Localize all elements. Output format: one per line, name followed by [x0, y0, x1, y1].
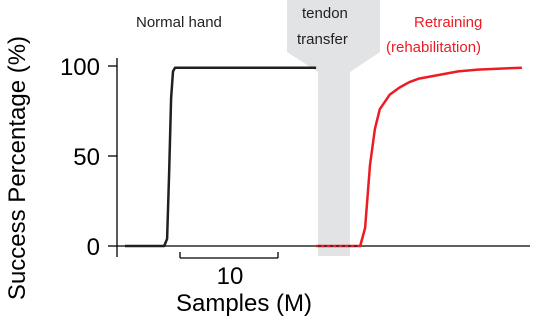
- tendon-label: tendon: [302, 5, 348, 22]
- normal-hand-line: [125, 66, 317, 248]
- transfer-label: transfer: [297, 31, 348, 48]
- y-tick-label-100: 100: [60, 54, 100, 81]
- tendon-transfer-band: [287, 0, 380, 256]
- y-tick-label-0: 0: [87, 234, 100, 261]
- scale-bar-label: 10: [217, 263, 244, 290]
- series-layer: [125, 66, 522, 248]
- normal-hand-label: Normal hand: [136, 14, 222, 31]
- rehabilitation-label: (rehabilitation): [386, 39, 481, 56]
- retraining-line: [316, 66, 522, 248]
- retraining-label: Retraining: [414, 14, 482, 31]
- y-axis-label: Success Percentage (%): [4, 36, 31, 300]
- x-axis-label: Samples (M): [176, 290, 312, 317]
- y-tick-label-50: 50: [73, 144, 100, 171]
- y-ticks: [108, 65, 117, 247]
